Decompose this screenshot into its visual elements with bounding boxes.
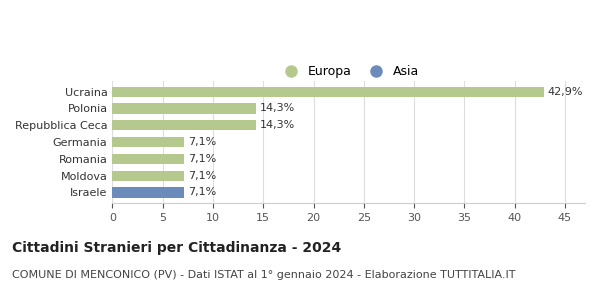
- Text: Cittadini Stranieri per Cittadinanza - 2024: Cittadini Stranieri per Cittadinanza - 2…: [12, 241, 341, 255]
- Text: 14,3%: 14,3%: [260, 104, 296, 113]
- Text: 7,1%: 7,1%: [188, 188, 216, 197]
- Bar: [112, 171, 184, 181]
- Bar: [112, 137, 184, 147]
- Legend: Europa, Asia: Europa, Asia: [274, 61, 424, 84]
- Text: 42,9%: 42,9%: [548, 87, 583, 97]
- Bar: [112, 187, 184, 197]
- Bar: [112, 104, 256, 113]
- Bar: [112, 120, 256, 130]
- Text: COMUNE DI MENCONICO (PV) - Dati ISTAT al 1° gennaio 2024 - Elaborazione TUTTITAL: COMUNE DI MENCONICO (PV) - Dati ISTAT al…: [12, 270, 515, 280]
- Text: 7,1%: 7,1%: [188, 171, 216, 181]
- Bar: [112, 87, 544, 97]
- Text: 14,3%: 14,3%: [260, 120, 296, 130]
- Text: 7,1%: 7,1%: [188, 154, 216, 164]
- Text: 7,1%: 7,1%: [188, 137, 216, 147]
- Bar: [112, 154, 184, 164]
